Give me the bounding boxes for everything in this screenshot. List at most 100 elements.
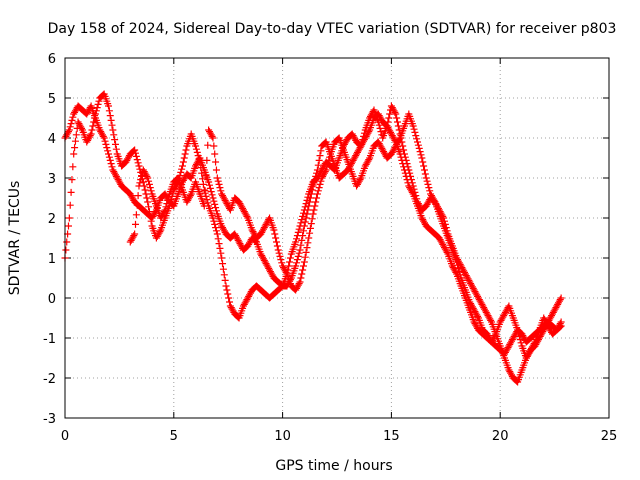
data-point-track-b	[92, 107, 100, 115]
data-point-track-b	[178, 165, 186, 173]
data-point-track-b	[144, 198, 152, 206]
data-point-track-c	[276, 252, 284, 260]
data-point-track-c	[133, 201, 141, 209]
data-point-track-a	[102, 140, 110, 148]
y-tick-label: 3	[48, 172, 56, 187]
data-point-track-c	[212, 158, 220, 166]
data-point-track-c	[146, 184, 154, 192]
data-point-track-b	[89, 122, 97, 130]
data-point-track-b	[72, 131, 80, 139]
data-point-track-c	[209, 134, 217, 142]
data-point-track-c	[306, 229, 314, 237]
data-point-track-c	[317, 177, 325, 185]
data-point-track-c	[423, 177, 431, 185]
x-tick-label: 25	[601, 429, 618, 444]
data-point-track-b	[295, 225, 303, 233]
data-point-track-b	[94, 100, 102, 108]
axis-ticks: 0 5 10 15 20 25 -3 -2 -1 0 1 2 3 4 5 6	[43, 52, 617, 444]
data-point-track-c	[215, 180, 223, 188]
data-point-track-c	[295, 280, 303, 288]
data-point-track-c	[325, 156, 333, 164]
data-point-track-b	[64, 222, 72, 230]
data-point-track-c	[145, 177, 153, 185]
data-point-track-c	[161, 206, 169, 214]
data-point-track-c	[210, 142, 218, 150]
data-point-track-c	[412, 132, 420, 140]
data-point-track-b	[67, 188, 75, 196]
data-point-track-c	[517, 339, 525, 347]
data-point-track-b	[199, 180, 207, 188]
data-point-track-b	[286, 258, 294, 266]
y-tick-label: 0	[48, 292, 56, 307]
data-point-track-b	[70, 150, 78, 158]
data-point-track-c	[277, 256, 285, 264]
data-point-track-c	[456, 271, 464, 279]
data-point-track-c	[322, 166, 330, 174]
x-axis-label: GPS time / hours	[275, 458, 392, 474]
data-point-track-b	[78, 124, 86, 132]
data-point-track-b	[360, 132, 368, 140]
data-point-track-b	[198, 169, 206, 177]
data-point-track-b	[407, 172, 415, 180]
data-point-track-a	[104, 147, 112, 155]
y-tick-label: 1	[48, 252, 56, 267]
data-point-track-b	[112, 145, 120, 153]
data-point-track-c	[302, 248, 310, 256]
data-point-track-a	[292, 262, 300, 270]
data-point-track-b	[136, 165, 144, 173]
data-point-track-b	[557, 294, 565, 302]
data-point-track-c	[454, 261, 462, 269]
data-point-track-c	[147, 187, 155, 195]
data-point-track-b	[156, 228, 164, 236]
data-point-track-b	[298, 216, 306, 224]
data-point-track-c	[165, 193, 173, 201]
data-point-track-b	[106, 112, 114, 120]
data-point-track-b	[217, 249, 225, 257]
data-point-track-c	[313, 190, 321, 198]
data-point-track-b	[301, 203, 309, 211]
data-point-track-c	[300, 258, 308, 266]
data-point-track-c	[414, 141, 422, 149]
data-point-track-c	[274, 246, 282, 254]
data-point-track-a	[298, 236, 306, 244]
data-point-track-a	[108, 163, 116, 171]
data-point-track-c	[212, 166, 220, 174]
data-point-track-c	[321, 168, 329, 176]
data-point-track-c	[474, 312, 482, 320]
chart-title: Day 158 of 2024, Sidereal Day-to-day VTE…	[48, 21, 617, 37]
data-point-track-c	[278, 259, 286, 267]
data-point-track-b	[400, 146, 408, 154]
data-point-track-a	[105, 153, 113, 161]
data-point-track-b	[358, 139, 366, 147]
data-point-track-a	[317, 147, 325, 155]
data-point-track-b	[219, 260, 227, 268]
data-point-track-c	[516, 336, 524, 344]
data-point-track-c	[530, 340, 538, 348]
data-point-track-c	[135, 182, 143, 190]
data-point-track-c	[420, 166, 428, 174]
data-point-track-c	[214, 177, 222, 185]
data-point-track-b	[195, 155, 203, 163]
data-point-track-c	[420, 162, 428, 170]
data-point-track-b	[294, 228, 302, 236]
y-tick-label: -3	[43, 412, 56, 427]
data-point-track-b	[63, 238, 71, 246]
plot-frame	[64, 57, 610, 419]
data-point-track-b	[203, 196, 211, 204]
data-point-track-c	[136, 179, 144, 187]
data-point-track-b	[300, 206, 308, 214]
data-point-track-c	[163, 200, 171, 208]
data-point-track-c	[145, 180, 153, 188]
data-point-track-b	[219, 265, 227, 273]
data-point-track-b	[87, 130, 95, 138]
data-point-track-b	[146, 212, 154, 220]
data-point-track-b	[487, 316, 495, 324]
data-point-track-b	[91, 110, 99, 118]
data-point-track-c	[409, 122, 417, 130]
data-point-track-b	[192, 142, 200, 150]
data-point-track-b	[211, 220, 219, 228]
data-point-track-a	[365, 128, 373, 136]
data-point-track-b	[147, 217, 155, 225]
data-point-track-c	[297, 274, 305, 282]
data-point-track-c	[316, 180, 324, 188]
